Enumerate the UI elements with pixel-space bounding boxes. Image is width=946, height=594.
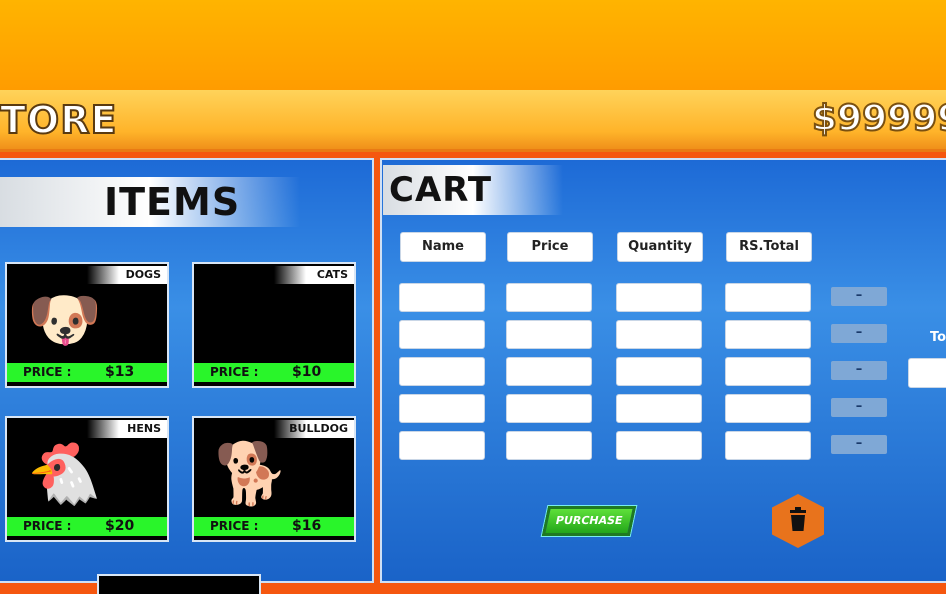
item-price-bar: PRICE : $13 (7, 363, 167, 382)
column-header-0: Name (400, 232, 486, 262)
item-name: BULLDOG (274, 420, 354, 438)
column-header-3: RS.Total (726, 232, 812, 262)
item-card-hens[interactable]: HENS 🐔 PRICE : $20 (5, 416, 169, 542)
item-price-bar: PRICE : $16 (194, 517, 354, 536)
price-label: PRICE : (210, 519, 259, 533)
bulldog-image: 🐕 (214, 439, 289, 509)
cart-cell (506, 357, 592, 386)
cart-title: CART (383, 165, 563, 215)
item-name: CATS (274, 266, 354, 284)
cart-cell (506, 431, 592, 460)
balance: $99999 (811, 97, 946, 140)
hens-image: 🐔 (27, 439, 102, 509)
store-title: TORE (0, 97, 118, 143)
cart-cell (725, 283, 811, 312)
cart-cell (725, 320, 811, 349)
price-label: PRICE : (23, 519, 72, 533)
item-name: HENS (87, 420, 167, 438)
cart-cell (616, 320, 702, 349)
remove-item-button[interactable]: – (831, 435, 887, 454)
cart-cell (616, 394, 702, 423)
cart-cell (725, 394, 811, 423)
total-field (908, 358, 946, 388)
item-card-bulldog[interactable]: BULLDOG 🐕 PRICE : $16 (192, 416, 356, 542)
items-title: ITEMS (0, 177, 300, 227)
cart-cell (616, 431, 702, 460)
remove-item-button[interactable]: – (831, 398, 887, 417)
price-value: $20 (105, 518, 135, 534)
cart-cell (506, 320, 592, 349)
cart-cell (399, 431, 485, 460)
cart-cell (725, 431, 811, 460)
item-card-cats[interactable]: CATS 🐱 PRICE : $10 (192, 262, 356, 388)
item-price-bar: PRICE : $20 (7, 517, 167, 536)
remove-item-button[interactable]: – (831, 287, 887, 306)
price-value: $10 (292, 364, 322, 380)
item-card-partial[interactable] (97, 574, 261, 594)
column-header-2: Quantity (617, 232, 703, 262)
item-name: DOGS (87, 266, 167, 284)
item-card-dogs[interactable]: DOGS 🐶 PRICE : $13 (5, 262, 169, 388)
dogs-image: 🐶 (27, 285, 102, 355)
item-price-bar: PRICE : $10 (194, 363, 354, 382)
price-label: PRICE : (23, 365, 72, 379)
cart-cell (506, 283, 592, 312)
top-bar (0, 0, 946, 90)
purchase-button[interactable]: PURCHASE (541, 506, 637, 536)
remove-item-button[interactable]: – (831, 361, 887, 380)
cats-image: 🐱 (214, 284, 277, 354)
cart-cell (616, 357, 702, 386)
trash-icon (790, 507, 806, 531)
cart-cell (399, 320, 485, 349)
cart-cell (399, 283, 485, 312)
cart-cell (506, 394, 592, 423)
remove-item-button[interactable]: – (831, 324, 887, 343)
cart-cell (399, 394, 485, 423)
total-label: To (930, 330, 946, 345)
items-panel: ITEMS DOGS 🐶 PRICE : $13 CATS 🐱 PRICE : $1… (0, 158, 374, 594)
header-bar (0, 90, 946, 152)
cart-cell (616, 283, 702, 312)
column-header-1: Price (507, 232, 593, 262)
cart-cell (399, 357, 485, 386)
price-value: $13 (105, 364, 135, 380)
price-value: $16 (292, 518, 322, 534)
delete-cart-button[interactable] (772, 494, 824, 548)
purchase-label: PURCHASE (554, 514, 624, 527)
price-label: PRICE : (210, 365, 259, 379)
cart-cell (725, 357, 811, 386)
